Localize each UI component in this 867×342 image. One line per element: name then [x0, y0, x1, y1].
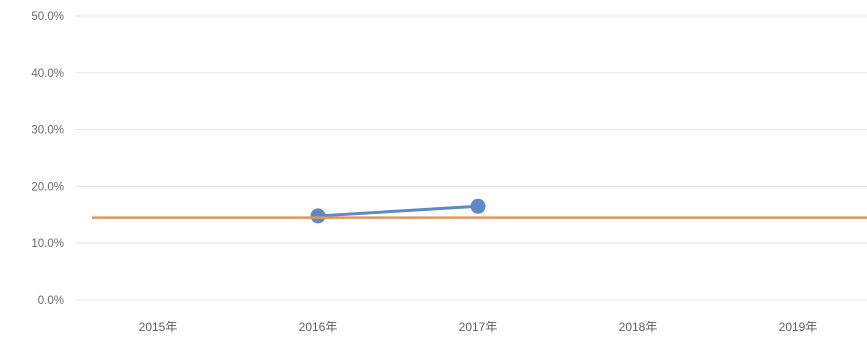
y-tick-label: 0.0% [38, 295, 64, 307]
x-tick-label: 2018年 [619, 320, 658, 334]
series-line [316, 204, 480, 218]
data-point [470, 198, 486, 214]
x-tick-label: 2017年 [459, 320, 498, 334]
series-0 [310, 198, 486, 224]
y-tick-label: 30.0% [31, 125, 64, 137]
y-tick-label: 50.0% [31, 11, 64, 23]
y-tick-label: 10.0% [31, 238, 64, 250]
gridlines [76, 15, 867, 301]
x-axis-category-labels: 2015年 2016年 2017年 2018年 2019年 [139, 320, 818, 334]
series-layer [92, 198, 867, 224]
y-tick-label: 40.0% [31, 68, 64, 80]
x-tick-label: 2015年 [139, 320, 178, 334]
y-tick-label: 20.0% [31, 181, 64, 193]
x-tick-label: 2019年 [779, 320, 818, 334]
x-tick-label: 2016年 [299, 320, 338, 334]
y-axis-tick-labels: 0.0% 10.0% 20.0% 30.0% 40.0% 50.0% [31, 11, 64, 307]
data-point [310, 208, 326, 224]
